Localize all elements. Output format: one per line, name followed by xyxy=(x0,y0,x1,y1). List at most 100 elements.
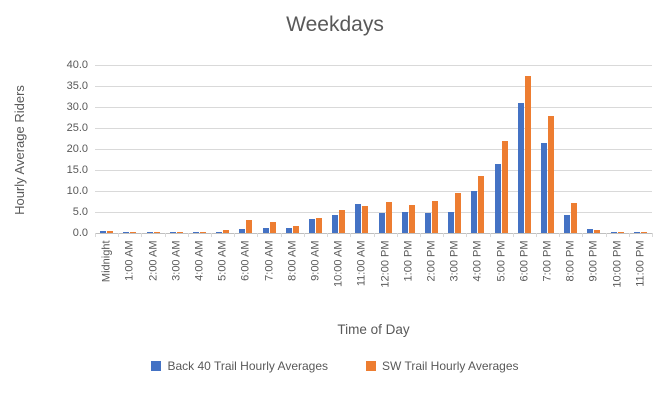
x-axis-tick xyxy=(141,233,143,237)
x-axis-tick xyxy=(559,233,561,237)
bar-sw-10:00 AM xyxy=(339,210,346,233)
gridline xyxy=(95,107,652,108)
bar-back40-11:00 PM xyxy=(633,232,640,233)
x-axis-tick xyxy=(396,233,398,237)
x-axis-tick xyxy=(280,233,282,237)
y-tick-label: 35.0 xyxy=(66,80,88,92)
bar-back40-5:00 AM xyxy=(216,232,223,233)
bar-sw-1:00 PM xyxy=(408,205,415,233)
x-axis-tick xyxy=(582,233,584,237)
bar-sw-6:00 PM xyxy=(524,76,531,233)
y-tick-label: 30.0 xyxy=(66,101,88,113)
x-tick-label: 8:00 PM xyxy=(564,240,577,281)
x-axis-tick xyxy=(512,233,514,237)
bar-back40-9:00 PM xyxy=(587,229,594,233)
bar-sw-3:00 PM xyxy=(455,193,462,233)
x-tick-label: 5:00 AM xyxy=(216,240,229,281)
x-tick-label: 1:00 PM xyxy=(402,240,415,281)
bar-sw-9:00 AM xyxy=(315,218,322,233)
legend: Back 40 Trail Hourly Averages SW Trail H… xyxy=(0,359,670,373)
legend-item-sw: SW Trail Hourly Averages xyxy=(366,359,519,373)
gridline xyxy=(95,212,652,213)
x-tick-label: 6:00 AM xyxy=(239,240,252,281)
bar-back40-9:00 AM xyxy=(308,219,315,233)
x-axis-tick xyxy=(118,233,120,237)
legend-label-sw: SW Trail Hourly Averages xyxy=(382,359,519,373)
x-tick-label: 10:00 PM xyxy=(611,240,624,288)
bar-back40-Midnight xyxy=(100,231,107,233)
x-axis-tick xyxy=(257,233,259,237)
y-tick-label: 25.0 xyxy=(66,122,88,134)
x-axis-tick xyxy=(489,233,491,237)
x-axis-tick xyxy=(350,233,352,237)
y-tick-label: 10.0 xyxy=(66,185,88,197)
x-axis-tick xyxy=(605,233,607,237)
y-tick-label: 5.0 xyxy=(72,206,88,218)
y-tick-label: 20.0 xyxy=(66,143,88,155)
x-axis-tick xyxy=(443,233,445,237)
bar-sw-12:00 PM xyxy=(385,202,392,233)
x-tick-label: 11:00 PM xyxy=(634,240,647,287)
bar-back40-4:00 PM xyxy=(471,191,478,233)
bar-sw-7:00 PM xyxy=(548,116,555,233)
x-tick-label: 1:00 AM xyxy=(123,240,136,281)
x-tick-label: 6:00 PM xyxy=(518,240,531,281)
legend-swatch-sw-icon xyxy=(366,361,377,371)
gridline xyxy=(95,149,652,150)
x-tick-label: 4:00 AM xyxy=(193,240,206,281)
bar-back40-6:00 PM xyxy=(517,103,524,233)
gridline xyxy=(95,128,652,129)
x-axis-tick xyxy=(327,233,329,237)
x-tick-label: 11:00 AM xyxy=(355,240,368,286)
bar-sw-10:00 PM xyxy=(617,232,624,233)
y-tick-label: 15.0 xyxy=(66,164,88,176)
bar-sw-4:00 PM xyxy=(478,176,485,233)
bar-sw-8:00 AM xyxy=(292,226,299,233)
bar-back40-5:00 PM xyxy=(494,164,501,233)
x-axis-tick xyxy=(535,233,537,237)
x-axis-tick xyxy=(652,233,653,237)
bar-back40-12:00 PM xyxy=(378,213,385,233)
bar-sw-5:00 AM xyxy=(223,230,230,233)
x-axis-tick xyxy=(628,233,630,237)
bar-back40-4:00 AM xyxy=(192,232,199,233)
gridline xyxy=(95,191,652,192)
x-tick-label: 10:00 AM xyxy=(332,240,345,287)
x-axis-title: Time of Day xyxy=(337,322,410,337)
x-axis-tick xyxy=(95,233,96,237)
legend-label-back40: Back 40 Trail Hourly Averages xyxy=(167,359,329,373)
x-axis-tick xyxy=(211,233,213,237)
y-tick-label: 40.0 xyxy=(66,59,88,71)
x-tick-label: 3:00 AM xyxy=(170,240,183,281)
bar-back40-7:00 AM xyxy=(262,228,269,233)
bar-back40-1:00 PM xyxy=(401,212,408,233)
bar-sw-2:00 PM xyxy=(432,201,439,233)
bar-back40-8:00 AM xyxy=(285,228,292,233)
gridline xyxy=(95,170,652,171)
x-tick-label: 8:00 AM xyxy=(286,240,299,281)
bar-back40-8:00 PM xyxy=(564,215,571,233)
x-tick-label: 2:00 PM xyxy=(425,240,438,281)
x-axis-tick xyxy=(303,233,305,237)
legend-swatch-back40-icon xyxy=(151,361,162,371)
x-tick-label: 2:00 AM xyxy=(147,240,160,281)
x-tick-label: 9:00 PM xyxy=(587,240,600,281)
x-tick-label: 5:00 PM xyxy=(495,240,508,281)
bar-back40-2:00 PM xyxy=(425,213,432,233)
y-axis-title: Hourly Average Riders xyxy=(12,85,27,215)
x-tick-label: 3:00 PM xyxy=(448,240,461,281)
gridline xyxy=(95,65,652,66)
bar-back40-1:00 AM xyxy=(123,232,130,233)
bar-sw-5:00 PM xyxy=(501,141,508,233)
x-tick-label: 4:00 PM xyxy=(471,240,484,281)
legend-item-back40: Back 40 Trail Hourly Averages xyxy=(151,359,328,373)
x-tick-label: 7:00 PM xyxy=(541,240,554,281)
bar-sw-11:00 AM xyxy=(362,206,369,233)
bar-back40-2:00 AM xyxy=(146,232,153,233)
x-tick-label: Midnight xyxy=(100,240,113,282)
bar-sw-7:00 AM xyxy=(269,222,276,233)
x-tick-label: 12:00 PM xyxy=(379,240,392,288)
bar-sw-11:00 PM xyxy=(640,232,647,233)
